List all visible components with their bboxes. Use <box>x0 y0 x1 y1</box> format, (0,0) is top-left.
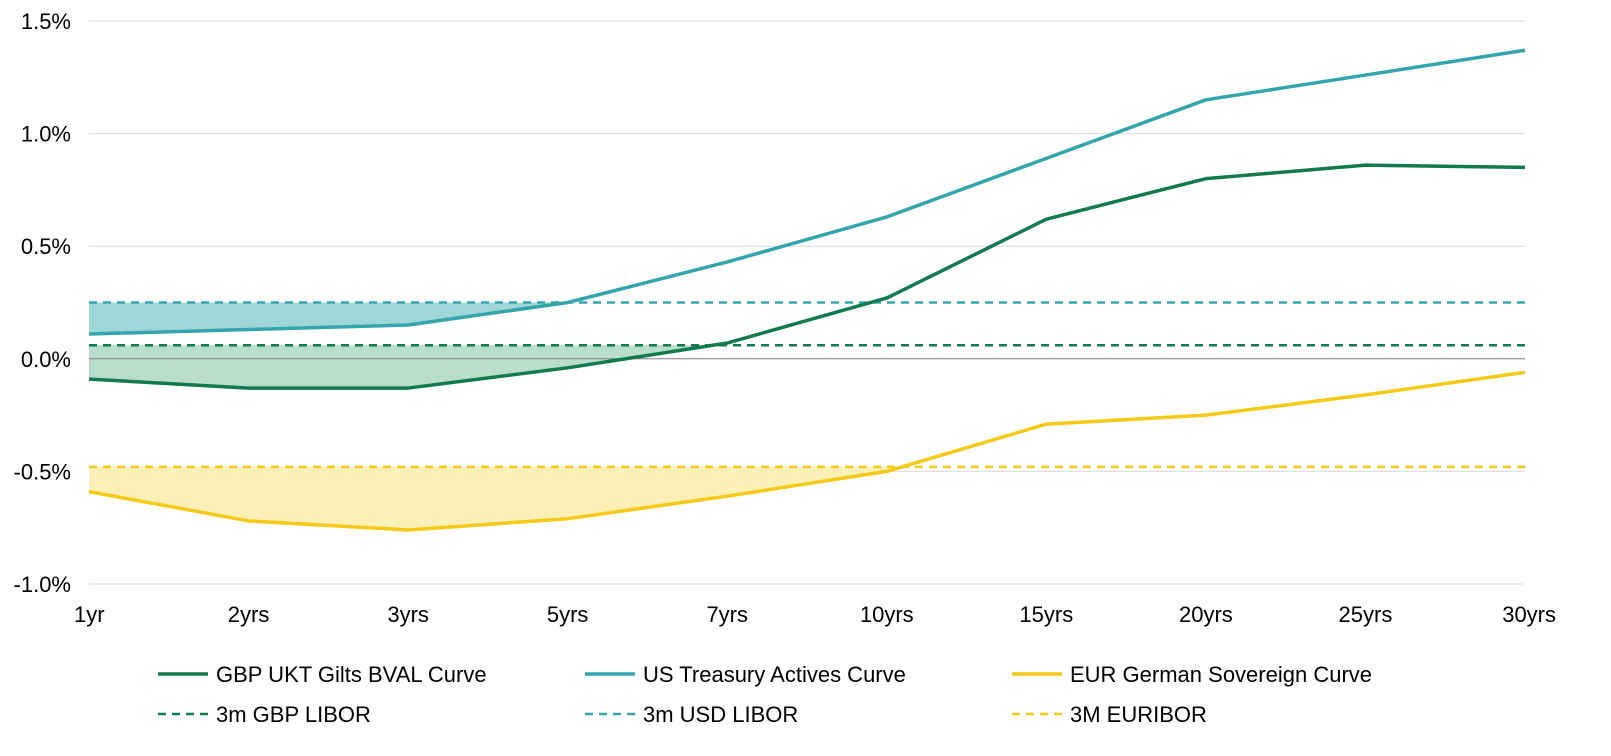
y-tick-label: 0.0% <box>21 347 71 372</box>
series-us-treasury-actives-curve <box>88 48 1526 336</box>
x-tick-label: 2yrs <box>228 602 270 627</box>
x-tick-label: 10yrs <box>860 602 914 627</box>
series-eur-german-sovereign-curve <box>88 370 1526 532</box>
x-tick-label: 25yrs <box>1339 602 1393 627</box>
shade-eur-german-sovereign-curve <box>89 466 902 530</box>
shade-gbp-ukt-gilts-bval-curve <box>89 345 713 389</box>
series-lines <box>88 48 1526 532</box>
legend-label-us-treasury-actives-curve: US Treasury Actives Curve <box>643 662 906 687</box>
x-tick-label: 3yrs <box>387 602 429 627</box>
legend: GBP UKT Gilts BVAL Curve US Treasury Acti… <box>158 662 1372 727</box>
x-tick-label: 5yrs <box>547 602 589 627</box>
legend-label-3m-usd-libor: 3m USD LIBOR <box>643 702 798 727</box>
y-tick-label: -1.0% <box>14 572 71 597</box>
y-axis-ticks: 1.5% 1.0% 0.5% 0.0% -0.5% -1.0% <box>14 9 71 597</box>
shaded-regions <box>89 302 902 530</box>
x-tick-label: 1yr <box>74 602 105 627</box>
y-tick-label: 0.5% <box>21 234 71 259</box>
x-tick-label: 30yrs <box>1502 602 1556 627</box>
x-tick-label: 7yrs <box>706 602 748 627</box>
legend-label-eur-german-sovereign-curve: EUR German Sovereign Curve <box>1070 662 1372 687</box>
y-tick-label: -0.5% <box>14 459 71 484</box>
x-axis-ticks: 1yr 2yrs 3yrs 5yrs 7yrs 10yrs 15yrs 20yrs 25yrs 3… <box>74 602 1556 627</box>
x-tick-label: 20yrs <box>1179 602 1233 627</box>
y-tick-label: 1.0% <box>21 122 71 147</box>
legend-label-3m-gbp-libor: 3m GBP LIBOR <box>216 702 371 727</box>
shade-us-treasury-actives-curve <box>89 302 568 335</box>
legend-label-gbp-ukt-gilts-bval-curve: GBP UKT Gilts BVAL Curve <box>216 662 487 687</box>
series-gbp-ukt-gilts-bval-curve <box>88 163 1526 390</box>
y-tick-label: 1.5% <box>21 9 71 34</box>
legend-label-3m-euribor: 3M EURIBOR <box>1070 702 1207 727</box>
x-tick-label: 15yrs <box>1019 602 1073 627</box>
